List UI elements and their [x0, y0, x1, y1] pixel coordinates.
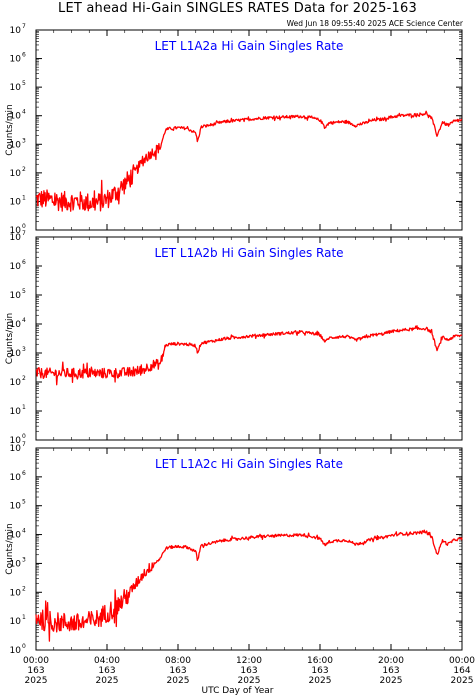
y-tick-exponent: 3 — [22, 346, 26, 353]
x-tick-label: 2025 — [167, 676, 190, 686]
y-tick-exponent: 7 — [22, 230, 26, 237]
y-tick-exponent: 5 — [22, 80, 26, 87]
y-tick-exponent: 3 — [22, 137, 26, 144]
y-axis-label: Counts/min — [5, 104, 15, 155]
y-tick-exponent: 1 — [22, 404, 26, 411]
y-tick-exponent: 3 — [22, 556, 26, 563]
x-tick-label: 2025 — [25, 676, 48, 686]
x-tick-label: 12:00 — [236, 656, 262, 666]
y-tick-exponent: 1 — [22, 194, 26, 201]
y-axis-label: Counts/min — [5, 523, 15, 574]
x-tick-label: 163 — [27, 666, 44, 676]
x-tick-label: 2025 — [451, 676, 474, 686]
y-tick-exponent: 0 — [22, 433, 26, 440]
y-tick-exponent: 6 — [22, 470, 26, 477]
y-tick-label: 10 — [10, 226, 22, 236]
y-tick-exponent: 6 — [22, 52, 26, 59]
y-tick-label: 10 — [10, 444, 22, 454]
y-tick-label: 10 — [10, 407, 22, 417]
y-tick-label: 10 — [10, 617, 22, 627]
y-tick-label: 10 — [10, 112, 22, 122]
y-tick-label: 10 — [10, 349, 22, 359]
x-tick-label: 163 — [240, 666, 257, 676]
y-tick-exponent: 1 — [22, 614, 26, 621]
y-tick-label: 10 — [10, 233, 22, 243]
panel-title: LET L1A2b Hi Gain Singles Rate — [154, 246, 343, 260]
y-tick-exponent: 7 — [22, 23, 26, 30]
plot-frame — [35, 236, 463, 441]
x-tick-label: 164 — [453, 666, 470, 676]
y-tick-label: 10 — [10, 502, 22, 512]
x-tick-label: 16:00 — [307, 656, 333, 666]
y-tick-label: 10 — [10, 83, 22, 93]
series-line — [35, 325, 463, 386]
x-tick-label: 00:00 — [23, 656, 49, 666]
x-tick-label: 2025 — [96, 676, 119, 686]
y-tick-exponent: 0 — [22, 223, 26, 230]
y-tick-label: 10 — [10, 55, 22, 65]
page-title: LET ahead Hi-Gain SINGLES RATES Data for… — [58, 1, 417, 16]
y-tick-label: 10 — [10, 262, 22, 272]
y-tick-label: 10 — [10, 291, 22, 301]
y-axis-label: Counts/min — [5, 313, 15, 364]
y-tick-exponent: 4 — [22, 109, 26, 116]
x-tick-label: 163 — [98, 666, 115, 676]
y-tick-label: 10 — [10, 646, 22, 656]
timestamp: Wed Jun 18 09:55:40 2025 ACE Science Cen… — [286, 19, 463, 28]
y-tick-label: 10 — [10, 559, 22, 569]
y-tick-exponent: 4 — [22, 528, 26, 535]
x-tick-label: 2025 — [238, 676, 261, 686]
y-tick-label: 10 — [10, 320, 22, 330]
y-tick-label: 10 — [10, 436, 22, 446]
series-line — [35, 110, 463, 212]
x-tick-label: 08:00 — [165, 656, 191, 666]
series-line — [35, 529, 463, 642]
panel-title: LET L1A2c Hi Gain Singles Rate — [155, 457, 343, 471]
x-axis-label: UTC Day of Year — [201, 686, 274, 696]
y-tick-exponent: 0 — [22, 643, 26, 650]
x-tick-label: 163 — [311, 666, 328, 676]
y-tick-label: 10 — [10, 588, 22, 598]
y-tick-label: 10 — [10, 169, 22, 179]
y-tick-exponent: 5 — [22, 288, 26, 295]
panel-title: LET L1A2a Hi Gain Singles Rate — [155, 39, 344, 53]
y-tick-label: 10 — [10, 140, 22, 150]
x-tick-label: 2025 — [380, 676, 403, 686]
y-tick-exponent: 2 — [22, 375, 26, 382]
x-tick-label: 20:00 — [378, 656, 404, 666]
x-tick-label: 00:00 — [449, 656, 475, 666]
x-tick-label: 163 — [382, 666, 399, 676]
y-tick-label: 10 — [10, 26, 22, 36]
y-tick-exponent: 7 — [22, 441, 26, 448]
y-tick-label: 10 — [10, 378, 22, 388]
x-tick-label: 2025 — [309, 676, 332, 686]
y-tick-label: 10 — [10, 197, 22, 207]
y-tick-label: 10 — [10, 531, 22, 541]
y-tick-exponent: 4 — [22, 317, 26, 324]
y-tick-exponent: 6 — [22, 259, 26, 266]
x-tick-label: 163 — [169, 666, 186, 676]
y-tick-label: 10 — [10, 473, 22, 483]
y-tick-exponent: 2 — [22, 585, 26, 592]
y-tick-exponent: 2 — [22, 166, 26, 173]
y-tick-exponent: 5 — [22, 499, 26, 506]
x-tick-label: 04:00 — [94, 656, 120, 666]
